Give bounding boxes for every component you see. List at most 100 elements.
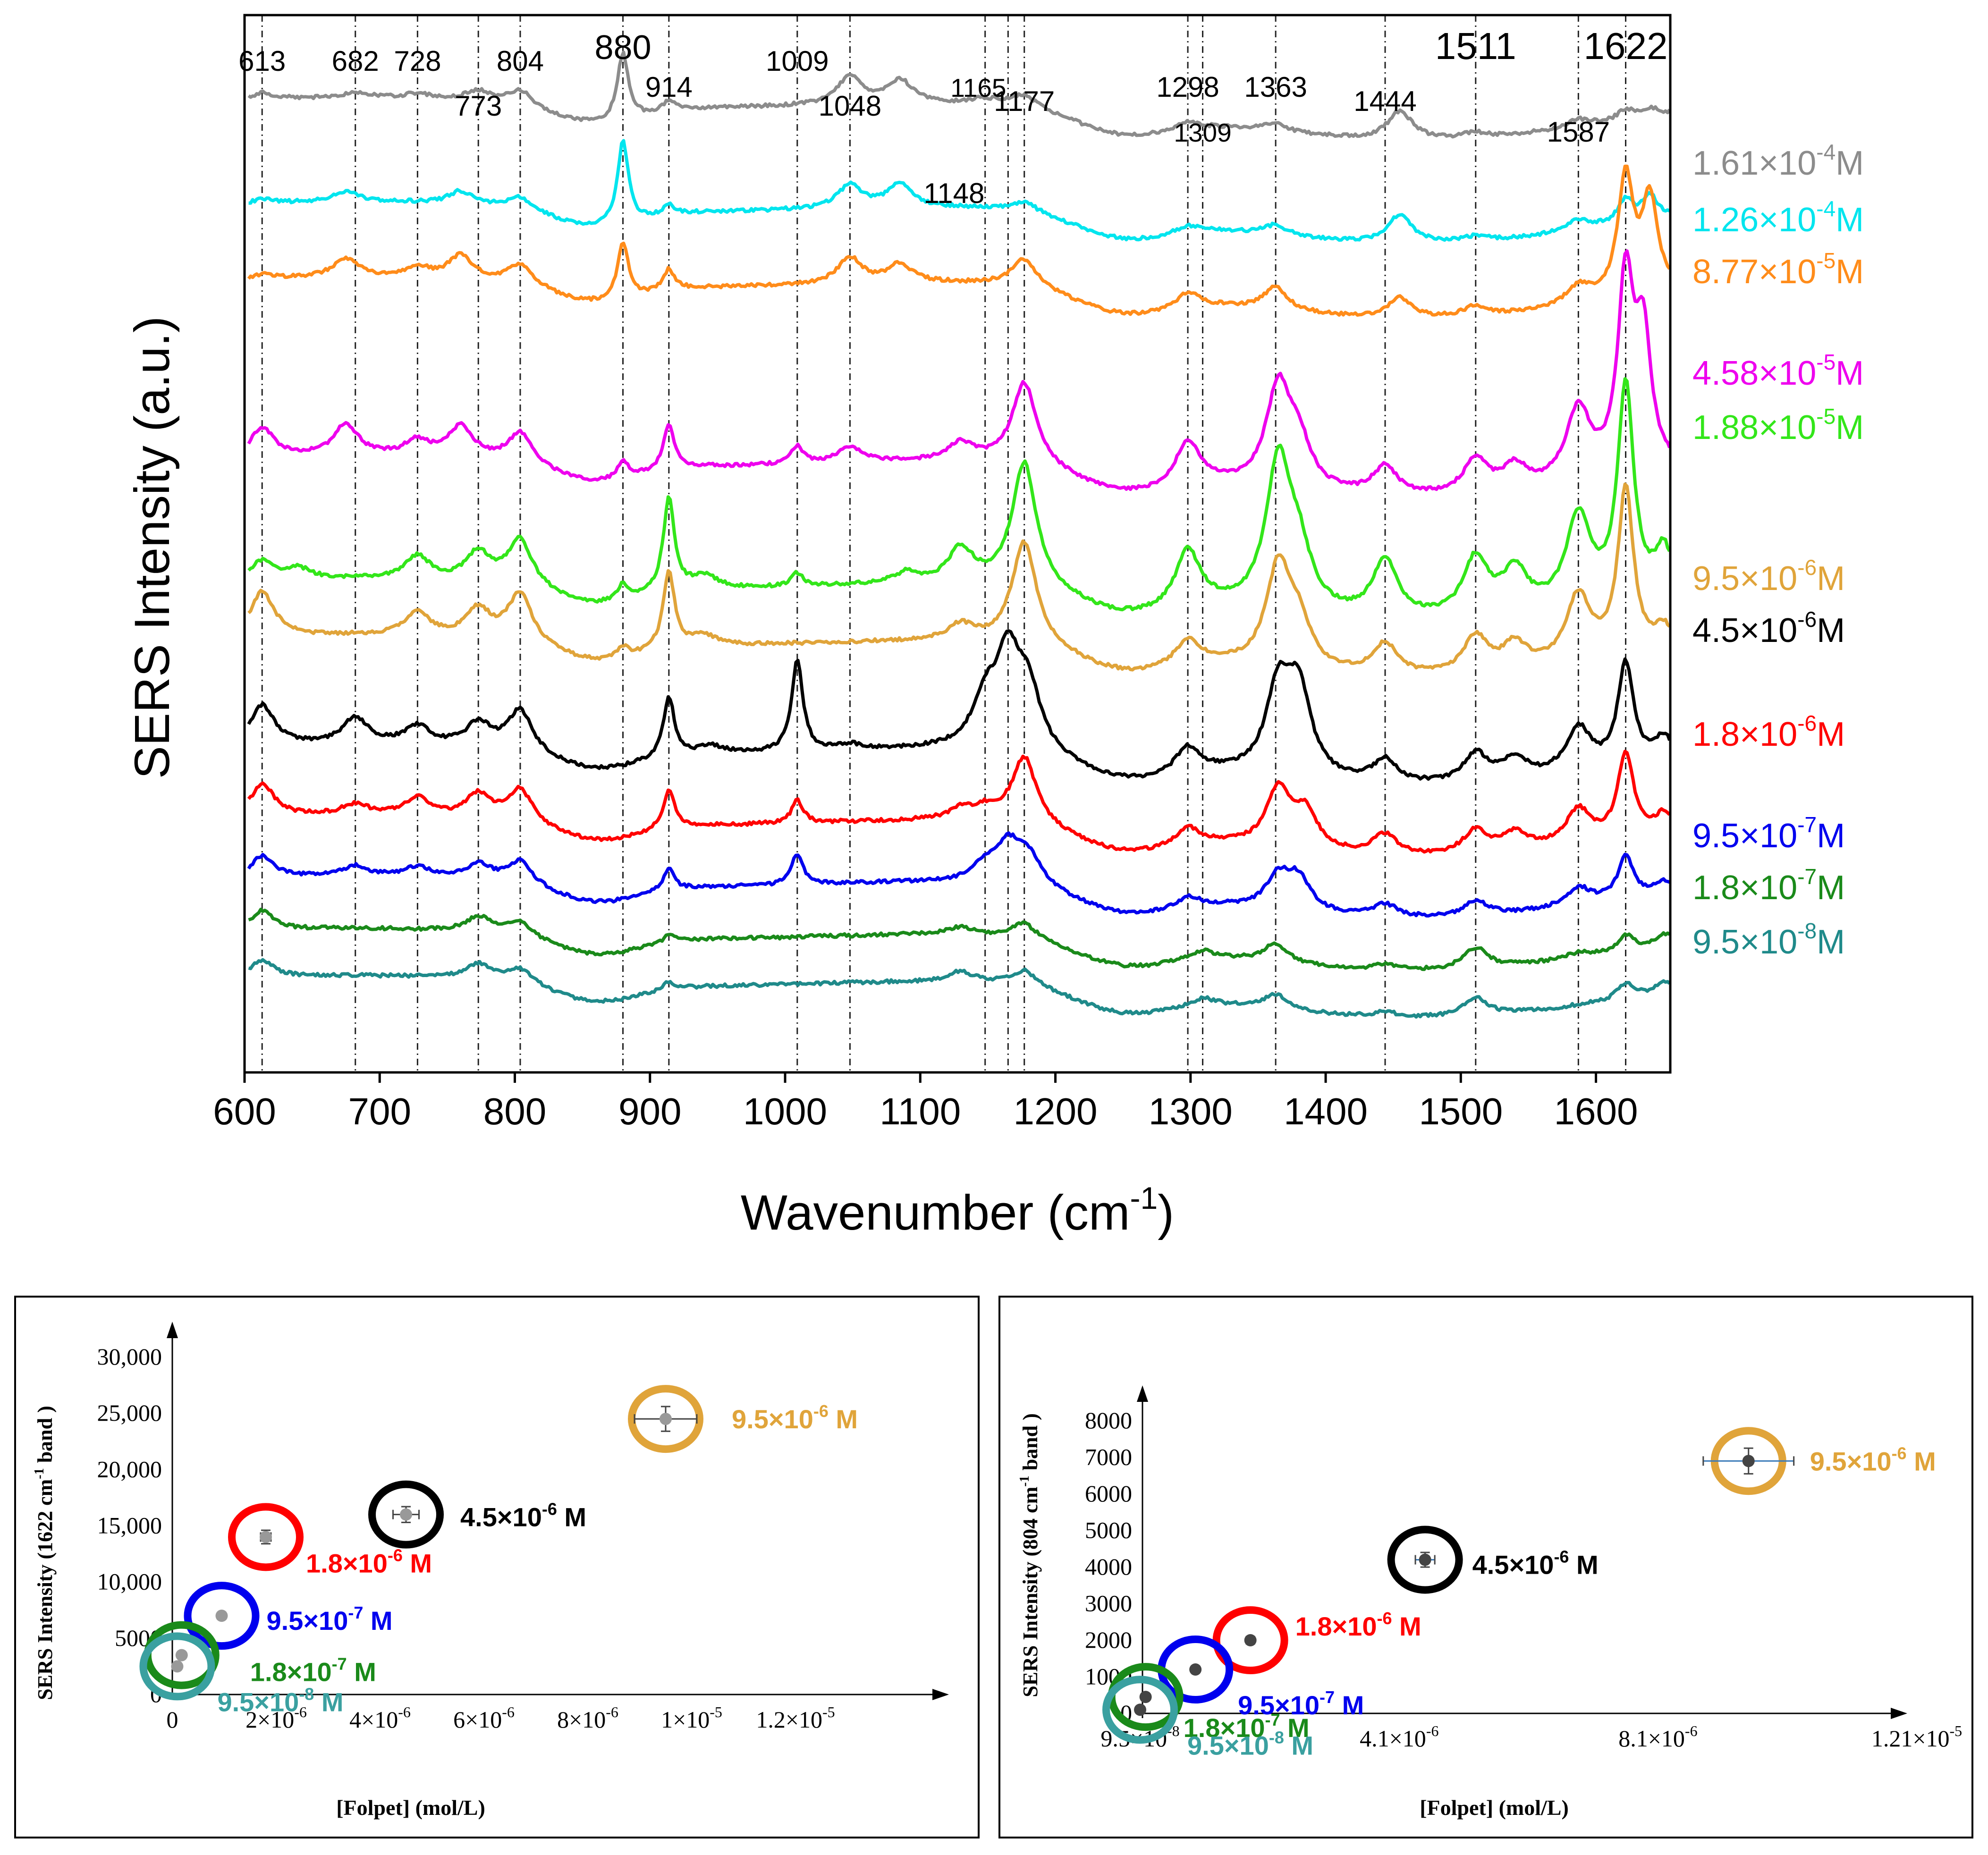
x-tick-main: 8×10 [557, 1706, 606, 1733]
concentration-unit: M [1817, 560, 1845, 598]
x-tick-exp: -6 [606, 1703, 618, 1720]
y-tick-label: 25,000 [97, 1400, 162, 1426]
point-label-unit: M [347, 1657, 376, 1687]
x-tick-label: 8×10-6 [557, 1703, 618, 1733]
data-point [260, 1531, 272, 1543]
peak-label: 728 [394, 45, 441, 77]
x-tick-main: 1.21×10 [1871, 1725, 1950, 1752]
concentration-label: 1.8×10-6M [1692, 711, 1845, 753]
x-tick-label: 600 [213, 1090, 276, 1132]
peak-label: 1309 [1174, 118, 1231, 147]
y-tick-label: 4000 [1085, 1553, 1132, 1580]
highlight-ring [1102, 1676, 1178, 1744]
peak-label: 880 [594, 29, 651, 67]
spectrum-line [247, 831, 1670, 918]
point-label-unit: M [829, 1404, 858, 1434]
point-label-main: 9.5×10 [732, 1404, 813, 1434]
peak-label: 1177 [994, 85, 1055, 117]
x-tick-exp: -6 [502, 1703, 515, 1720]
y-tick-label: 2000 [1085, 1627, 1132, 1653]
x-tick-label: 1100 [880, 1090, 961, 1132]
concentration-label: 1.61×10-4M [1692, 140, 1864, 182]
concentration-unit: M [1817, 612, 1845, 649]
concentration-unit: M [1817, 817, 1845, 855]
concentration-unit: M [1836, 201, 1864, 239]
concentration-exp: -7 [1797, 864, 1817, 889]
y-axis-arrow [1137, 1385, 1148, 1402]
x-tick-main: 4×10 [349, 1706, 398, 1733]
point-label-exp: -6 [542, 1500, 557, 1519]
point-label-main: 9.5×10 [1187, 1730, 1269, 1760]
spectrum-line [247, 51, 1671, 139]
point-label-unit: M [363, 1606, 392, 1636]
point-label-main: 9.5×10 [1238, 1690, 1320, 1720]
concentration-exp: -5 [1816, 350, 1836, 374]
inset-y-axis-label-end: band ) [34, 1406, 57, 1468]
inset-y-axis-label-end: band ) [1019, 1413, 1042, 1476]
point-label: 9.5×10-8 M [1187, 1728, 1313, 1760]
data-point [1189, 1663, 1202, 1676]
concentration-main: 1.61×10 [1692, 144, 1816, 182]
point-label-main: 9.5×10 [267, 1606, 348, 1636]
point-label-unit: M [557, 1502, 586, 1532]
inset-frame [998, 1296, 1973, 1838]
point-label: 4.5×10-6 M [460, 1500, 586, 1532]
inset-x-axis-label: [Folpet] (mol/L) [1420, 1796, 1569, 1820]
peak-label: 1009 [766, 45, 829, 77]
concentration-unit: M [1836, 409, 1864, 447]
point-label: 9.5×10-7 M [267, 1603, 393, 1636]
x-tick-label: 1500 [1419, 1090, 1503, 1132]
concentration-exp: -5 [1816, 248, 1836, 273]
peak-label: 1363 [1244, 71, 1307, 103]
point-label: 1.8×10-6 M [306, 1545, 432, 1578]
point-label-main: 4.5×10 [460, 1502, 542, 1532]
y-axis-label: SERS Intensity (a.u.) [125, 316, 180, 779]
point-label: 1.8×10-7 M [250, 1654, 376, 1687]
point-label: 9.5×10-7 M [1238, 1687, 1364, 1720]
point-label-exp: -6 [1892, 1443, 1907, 1463]
x-axis-arrow [1891, 1708, 1907, 1719]
point-label-main: 1.8×10 [306, 1548, 388, 1578]
x-tick-label: 1.21×10-5 [1871, 1722, 1962, 1752]
inset-y-axis-label-main: SERS Intensity (1622 cm [34, 1479, 57, 1700]
point-label: 9.5×10-8 M [217, 1684, 343, 1717]
x-tick-exp: -6 [1426, 1722, 1439, 1739]
concentration-label: 1.8×10-7M [1692, 864, 1845, 907]
y-tick-label: 6000 [1085, 1480, 1132, 1507]
data-point [215, 1610, 228, 1622]
concentration-main: 1.88×10 [1692, 409, 1816, 447]
highlight-ring [1212, 1606, 1288, 1674]
concentration-main: 4.58×10 [1692, 354, 1816, 392]
spectrum-line [247, 249, 1671, 491]
concentration-unit: M [1817, 923, 1845, 961]
concentration-label: 8.77×10-5M [1692, 248, 1864, 291]
inset-y-axis-label-sup: -1 [32, 1468, 47, 1479]
point-label: 1.8×10-6 M [1295, 1609, 1421, 1641]
x-tick-exp: -6 [1685, 1722, 1698, 1739]
data-point [175, 1649, 188, 1661]
concentration-unit: M [1836, 253, 1864, 291]
concentration-label: 9.5×10-7M [1692, 812, 1845, 855]
spectrum-line [248, 139, 1671, 242]
spectrum-line [248, 958, 1671, 1019]
spectrum-line [247, 750, 1671, 854]
peak-labels: 613 682 728 773 804 880 914 1009 1048 1148 1165117… [238, 25, 1667, 209]
highlight-ring [368, 1480, 444, 1549]
data-point [1139, 1691, 1152, 1703]
data-point [171, 1660, 184, 1673]
point-label-exp: -7 [332, 1654, 347, 1674]
x-axis-label-sup: -1 [1130, 1180, 1158, 1215]
concentration-main: 9.5×10 [1692, 923, 1797, 961]
peak-label: 914 [645, 71, 693, 103]
concentration-main: 8.77×10 [1692, 253, 1816, 291]
y-tick-label: 8000 [1085, 1407, 1132, 1433]
spectrum-line [247, 377, 1671, 612]
peak-label: 1165 [950, 73, 1006, 102]
spectrum-line [248, 908, 1671, 971]
x-tick-label: 1.2×10-5 [756, 1703, 835, 1733]
x-tick-label: 1×10-5 [661, 1703, 722, 1733]
x-tick-label: 1300 [1149, 1090, 1233, 1132]
x-tick-exp: -6 [398, 1703, 411, 1720]
highlight-ring [184, 1582, 260, 1650]
